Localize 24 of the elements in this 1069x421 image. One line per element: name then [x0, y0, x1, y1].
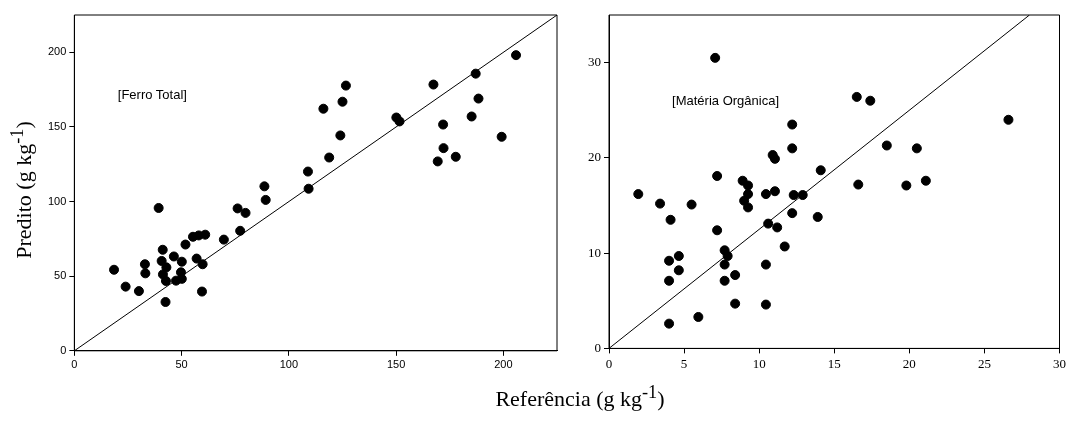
- y-tick-label: 10: [588, 244, 601, 260]
- x-tick-label: 20: [902, 355, 916, 371]
- x-tick-label: 30: [1053, 355, 1066, 371]
- x-tick-label: 200: [494, 358, 513, 371]
- y-tick-label: 20: [588, 149, 601, 165]
- x-tick-label: 10: [752, 355, 766, 371]
- x-tick-label: 15: [827, 355, 841, 371]
- y-tick-label: 50: [54, 269, 67, 282]
- x-tick-label: 5: [680, 355, 688, 371]
- x-tick-label: 50: [175, 358, 188, 371]
- y-tick-label: 0: [60, 343, 67, 356]
- x-tick-label: 150: [386, 358, 406, 371]
- x-tick-label: 0: [605, 355, 613, 371]
- x-tick-label: 0: [71, 358, 78, 371]
- y-tick-label: 30: [588, 54, 601, 70]
- y-tick-label: 100: [47, 194, 67, 207]
- annotation: [Matéria Orgânica]: [672, 93, 780, 109]
- y-tick-label: 150: [47, 119, 67, 132]
- x-axis-title: Referência (g kg$^{-1}$): [495, 382, 665, 413]
- y-tick-label: 0: [594, 339, 601, 355]
- annotation: [Ferro Total]: [117, 86, 187, 102]
- x-tick-label: 100: [279, 358, 299, 371]
- x-tick-label: 25: [977, 355, 991, 371]
- y-tick-label: 200: [47, 45, 67, 58]
